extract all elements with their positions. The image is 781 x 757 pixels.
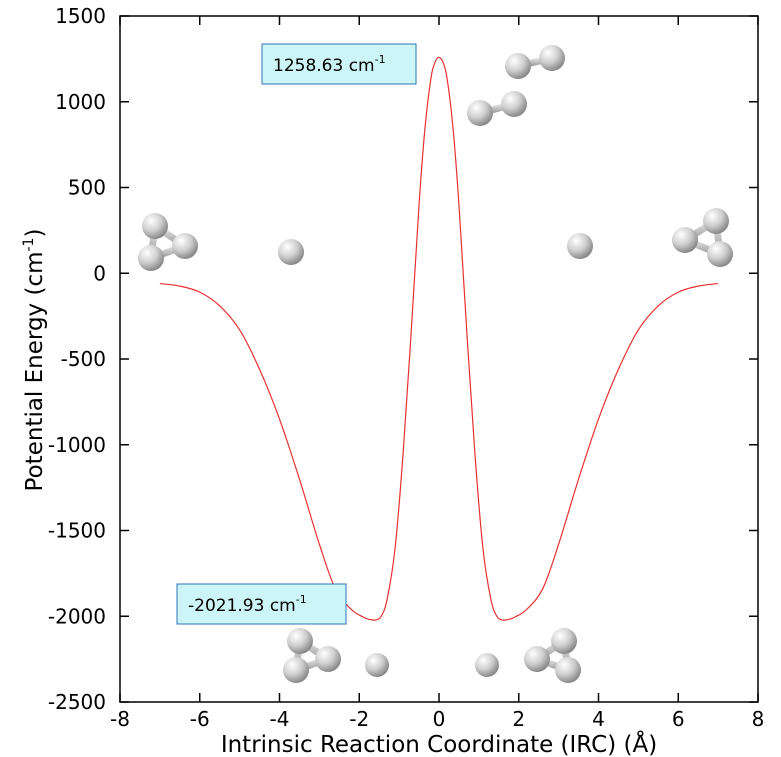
y-axis-title-close: ) xyxy=(22,229,48,238)
molecule-bottom-left-triangle xyxy=(283,628,341,683)
x-tick-label: -2 xyxy=(349,707,369,731)
x-tick-label: -4 xyxy=(270,707,290,731)
y-tick-label: -1500 xyxy=(48,519,106,543)
y-axis-title-main: Potential Energy (cm xyxy=(22,252,48,492)
annotation-max: 1258.63 cm-1 xyxy=(261,43,417,85)
atom-bottom-right xyxy=(475,653,499,677)
y-tick-label: 1500 xyxy=(55,4,106,28)
atom-right xyxy=(567,233,593,259)
molecule-bottom-right-triangle xyxy=(524,628,581,683)
annotation-min-box xyxy=(176,583,347,625)
molecule-ts-lower xyxy=(467,91,527,126)
y-axis-title-sup: -1 xyxy=(21,238,37,252)
annotation-min-text: -2021.93 cm xyxy=(188,596,296,616)
annotation-min: -2021.93 cm-1 xyxy=(176,583,347,625)
x-tick-label: 0 xyxy=(433,707,446,731)
annotation-min-sup: -1 xyxy=(296,593,307,606)
molecule-ts-upper xyxy=(505,45,565,79)
atom-left xyxy=(278,239,304,265)
y-tick-label: 500 xyxy=(68,176,106,200)
energy-curve xyxy=(159,56,719,621)
y-axis-ticks: -2500 -2000 -1500 -1000 -500 0 500 1000 1500 xyxy=(48,4,758,714)
y-tick-label: -2500 xyxy=(48,690,106,714)
y-tick-label: -1000 xyxy=(48,433,106,457)
atom-bottom-left xyxy=(365,653,389,677)
y-tick-label: -2000 xyxy=(48,604,106,628)
svg-text:-2021.93 cm-1: -2021.93 cm-1 xyxy=(188,593,307,616)
x-tick-label: -6 xyxy=(190,707,210,731)
x-tick-label: 8 xyxy=(752,707,765,731)
y-tick-label: -500 xyxy=(61,347,106,371)
y-tick-label: 1000 xyxy=(55,90,106,114)
molecule-left-triangle xyxy=(138,213,198,271)
x-tick-label: 6 xyxy=(672,707,685,731)
x-axis-title: Intrinsic Reaction Coordinate (IRC) (Å) xyxy=(221,730,657,757)
x-tick-label: 2 xyxy=(512,707,525,731)
annotation-max-box xyxy=(261,43,417,85)
x-axis-ticks: -8 -6 -4 -2 0 2 4 6 8 xyxy=(110,16,764,731)
y-axis-title: Potential Energy (cm-1) xyxy=(21,229,48,492)
annotation-max-sup: -1 xyxy=(375,53,386,66)
y-tick-label: 0 xyxy=(93,261,106,285)
x-tick-label: 4 xyxy=(592,707,605,731)
molecules xyxy=(138,45,733,683)
x-tick-label: -8 xyxy=(110,707,130,731)
svg-text:1258.63 cm-1: 1258.63 cm-1 xyxy=(273,53,386,76)
molecule-right-triangle xyxy=(672,208,733,267)
annotation-max-text: 1258.63 cm xyxy=(273,56,375,76)
